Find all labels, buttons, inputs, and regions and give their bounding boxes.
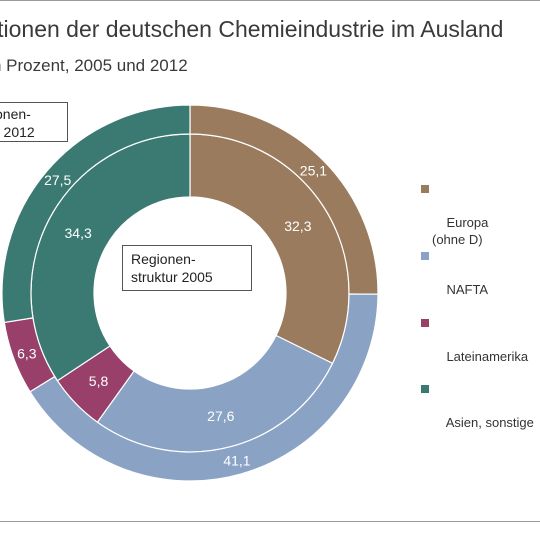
callout-2005: Regionen- struktur 2005 [122,245,252,291]
legend-swatch-lateinamerika [421,319,429,327]
callout-2012: onen- r 2012 [0,102,68,142]
outer-ring-label-lateinamerika: 6,3 [17,345,37,361]
legend-label-lateinamerika: Lateinamerika [446,349,529,364]
chart-title: itionen der deutschen Chemieindustrie im… [0,16,504,42]
legend-swatch-asien [421,385,429,393]
outer-ring-label-nafta: 41,1 [223,453,250,469]
legend-item-europa: Europa (ohne D) [421,180,489,265]
legend-swatch-europa [421,185,429,193]
outer-ring-slice-asien [1,104,191,324]
legend-item-lateinamerika: Lateinamerika [421,314,529,382]
legend-swatch-nafta [421,252,429,260]
inner-ring-label-asien: 34,3 [65,225,92,241]
inner-ring-label-europa: 32,3 [284,218,311,234]
legend-label-europa: Europa (ohne D) [432,215,489,247]
legend-label-nafta: NAFTA [446,282,489,297]
chart-frame [0,0,540,522]
chart-subtitle: n Prozent, 2005 und 2012 [0,56,188,75]
outer-ring-label-asien: 27,5 [44,172,71,188]
inner-ring-label-nafta: 27,6 [207,408,234,424]
outer-ring-label-europa: 25,1 [300,162,327,178]
inner-ring-label-lateinamerika: 5,8 [89,373,109,389]
legend-item-nafta: NAFTA [421,247,489,315]
legend-label-asien: Asien, sonstige [445,415,534,430]
legend-item-asien: Asien, sonstige [421,380,534,448]
